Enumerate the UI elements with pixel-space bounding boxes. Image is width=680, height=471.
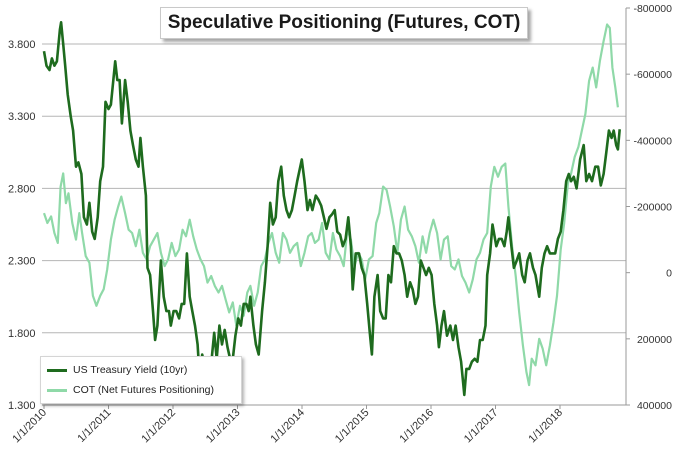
right-axis-tick-label: -200000 [633,202,672,214]
left-axis-tick-label: 2.300 [8,256,36,268]
legend-swatch-cot [47,388,67,392]
legend-item-yield: US Treasury Yield (10yr) [47,361,187,379]
x-axis-tick-label: 1/1/2018 [526,407,565,446]
chart-title-box: Speculative Positioning (Futures, COT) [160,7,528,39]
right-axis-tick-label: 400000 [637,400,672,412]
legend-item-cot: COT (Net Futures Positioning) [47,381,214,399]
legend-swatch-yield [47,368,67,372]
series-line-cot-positioning [42,23,619,387]
left-axis-tick-label: 3.800 [8,39,36,51]
series-line-treasury-yield [42,20,621,397]
right-axis-tick-label: -600000 [633,69,672,81]
left-axis-tick-label: 2.800 [8,183,36,195]
legend-label-yield: US Treasury Yield (10yr) [73,364,188,376]
right-axis-tick-label: -800000 [633,3,672,15]
x-axis-tick-label: 1/1/2012 [139,407,178,446]
x-axis-tick-label: 1/1/2011 [75,407,113,445]
series-layer [42,20,621,397]
chart-title: Speculative Positioning (Futures, COT) [167,12,521,33]
right-axis-tick-label: 0 [666,268,672,280]
x-axis-tick-label: 1/1/2017 [462,407,501,446]
left-axis-tick-label: 3.300 [8,111,36,123]
right-axis-tick-label: 200000 [637,334,672,346]
x-axis-tick-label: 1/1/2013 [204,407,243,446]
chart-legend: US Treasury Yield (10yr) COT (Net Future… [40,356,242,404]
right-axis-tick-label: -400000 [633,135,672,147]
x-axis-tick-label: 1/1/2014 [268,407,307,446]
legend-label-cot: COT (Net Futures Positioning) [73,384,215,396]
x-axis-tick-label: 1/1/2016 [397,407,436,446]
x-axis-tick-label: 1/1/2015 [333,407,372,446]
left-axis-tick-label: 1.300 [8,400,36,412]
left-axis-tick-label: 1.800 [8,328,36,340]
x-axis-tick-label: 1/1/2010 [10,407,49,446]
